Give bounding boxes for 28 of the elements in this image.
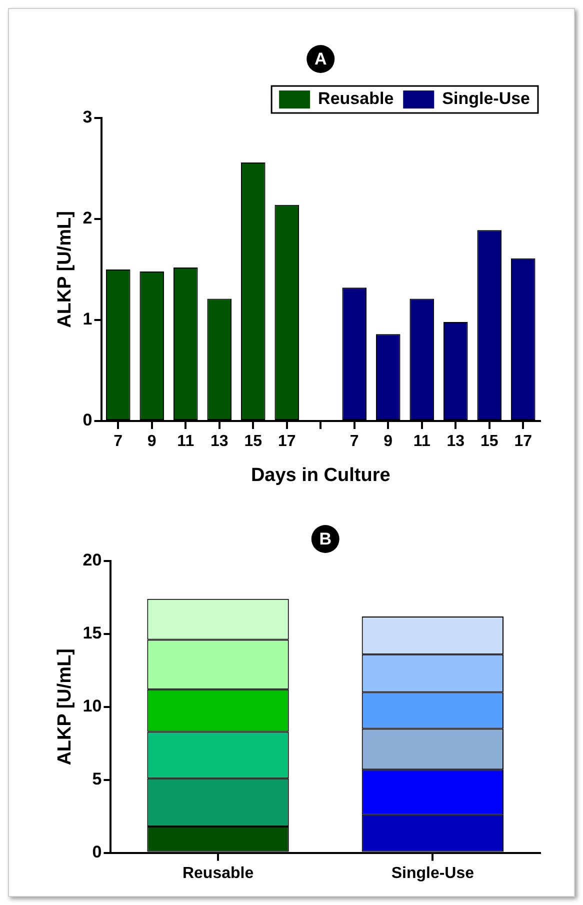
x-tick-label: 9 xyxy=(384,433,393,450)
x-tick-label: 9 xyxy=(147,433,156,450)
x-tick-label: 13 xyxy=(210,433,228,450)
y-axis-title: ALKP [U/mL] xyxy=(54,648,76,766)
x-tick-label: 13 xyxy=(446,433,465,450)
legend-label: Single-Use xyxy=(442,89,530,108)
y-axis-title: ALKP [U/mL] xyxy=(54,211,76,328)
y-tick-label: 20 xyxy=(82,550,102,570)
x-tick-label: 15 xyxy=(480,433,498,450)
chart-title: B xyxy=(319,530,332,549)
y-tick-label: 1 xyxy=(82,310,92,329)
x-tick-label: 11 xyxy=(413,433,430,450)
x-tick-label: 15 xyxy=(244,433,262,450)
chart-title: A xyxy=(314,50,327,69)
x-tick-label: 17 xyxy=(278,433,296,450)
legend-label: Reusable xyxy=(318,89,394,108)
x-tick-label: 17 xyxy=(514,433,532,450)
y-tick-label: 10 xyxy=(82,696,102,716)
y-tick-label: 3 xyxy=(82,108,92,127)
x-tick-label: 7 xyxy=(114,433,123,450)
y-tick-label: 2 xyxy=(82,208,92,228)
y-tick-label: 15 xyxy=(82,624,102,643)
x-axis-title: Days in Culture xyxy=(250,464,390,486)
x-tick-label: 7 xyxy=(350,433,359,450)
y-tick-label: 5 xyxy=(92,770,102,789)
x-tick-label: 11 xyxy=(177,433,194,450)
y-tick-label: 0 xyxy=(92,842,102,862)
y-tick-label: 0 xyxy=(82,410,92,430)
